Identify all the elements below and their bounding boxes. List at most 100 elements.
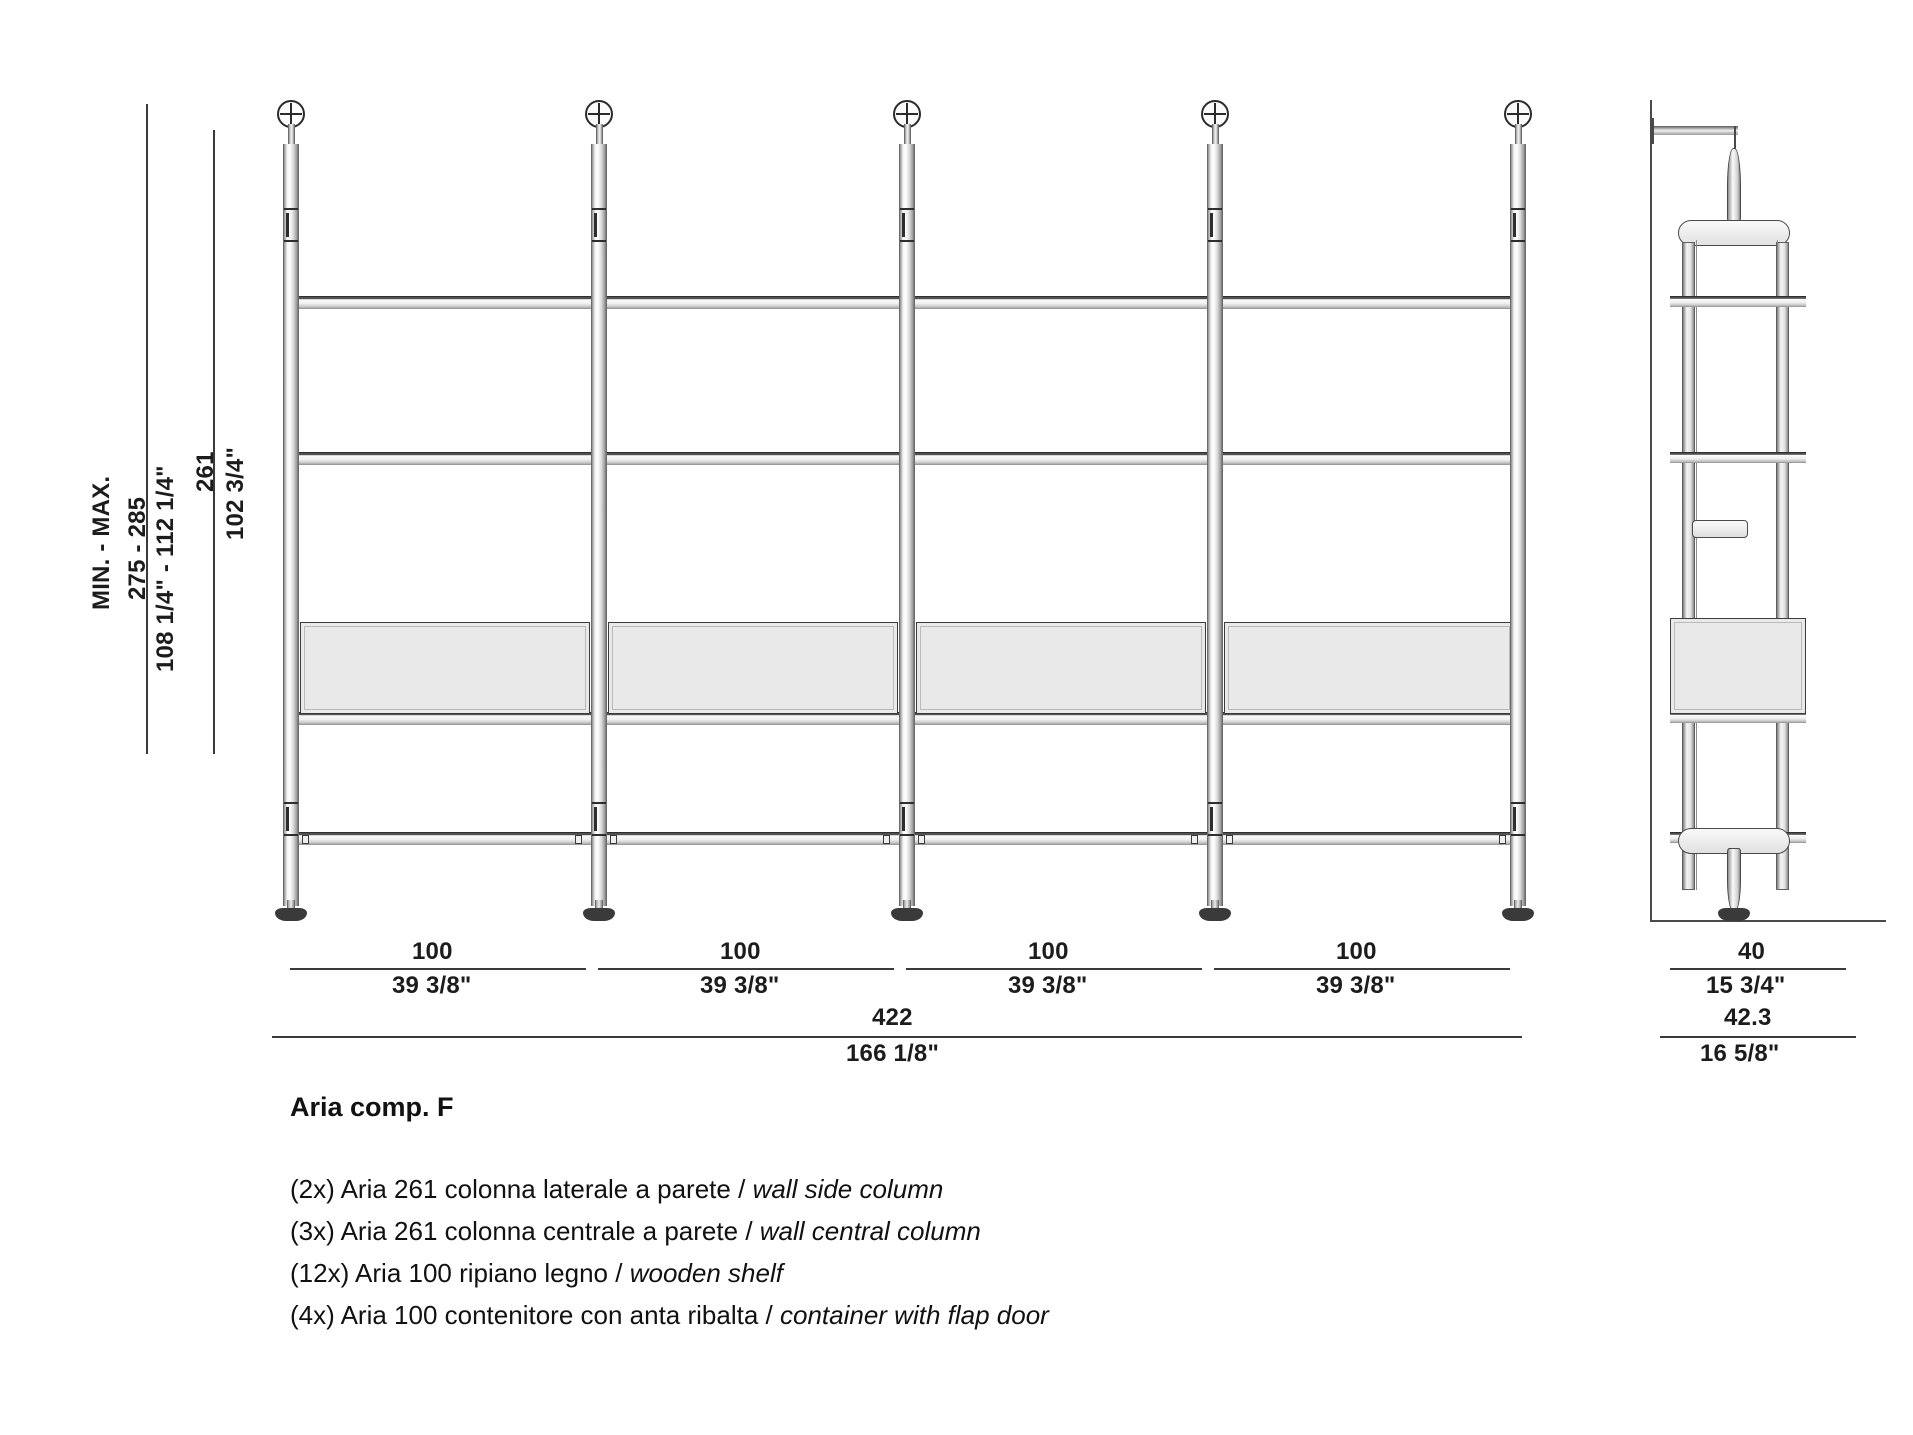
part-qty: (3x) (290, 1216, 335, 1246)
list-item: (3x) Aria 261 colonna centrale a parete … (290, 1210, 1049, 1252)
column-foot-stem (1211, 900, 1219, 910)
side-overall-depth-dimension-line (1660, 1036, 1856, 1038)
shelf-bracket (610, 835, 617, 844)
column-tube (283, 144, 299, 906)
floor-line (1650, 920, 1886, 922)
page-title: Aria comp. F (290, 1092, 454, 1122)
container-flap-door-bay-3 (916, 622, 1206, 714)
shelf-bracket (1499, 835, 1506, 844)
total-width-in: 166 1/8" (846, 1040, 940, 1067)
column-spike (1727, 148, 1741, 224)
column-joint-bottom (900, 802, 914, 836)
ceiling-bracket-drop (1734, 126, 1736, 152)
part-qty: (4x) (290, 1300, 335, 1330)
bay-dimension-line-1 (290, 968, 586, 970)
total-width-cm: 422 (872, 1004, 913, 1031)
bay-dimension-line-4 (1214, 968, 1510, 970)
column-foot-stem (287, 900, 295, 910)
dimension-line-column-height (213, 130, 215, 754)
bay-3-in: 39 3/8" (1008, 972, 1088, 999)
column-foot (583, 908, 615, 921)
part-name-en: wooden shelf (629, 1258, 783, 1288)
column-joint-top (900, 208, 914, 242)
column-joint-top (284, 208, 298, 242)
column-foot (275, 908, 307, 921)
side-shelf-depth-cm: 40 (1738, 938, 1766, 965)
side-overall-depth-cm: 42.3 (1724, 1004, 1772, 1031)
column-3-wall-central (891, 100, 923, 930)
column-4-wall-central (1199, 100, 1231, 930)
column-tube (1510, 144, 1526, 906)
part-name-it: Aria 100 ripiano legno (355, 1258, 609, 1288)
column-foot (891, 908, 923, 921)
bay-4-cm: 100 (1336, 938, 1377, 965)
column-joint-bottom (284, 802, 298, 836)
column-neck (287, 124, 295, 146)
column-joint-bottom (592, 802, 606, 836)
part-name-it: Aria 100 contenitore con anta ribalta (340, 1300, 759, 1330)
column-tube (591, 144, 607, 906)
side-elevation-view (1630, 100, 1890, 940)
part-qty: (12x) (290, 1258, 350, 1288)
column-foot (1199, 908, 1231, 921)
column-tube (899, 144, 915, 906)
column-neck (1514, 124, 1522, 146)
list-item: (12x) Aria 100 ripiano legno / wooden sh… (290, 1252, 1049, 1294)
column-joint-bottom (1511, 802, 1525, 836)
shelf-bracket (302, 835, 309, 844)
column-2-wall-central (583, 100, 615, 930)
bay-dimension-line-2 (598, 968, 894, 970)
bay-1-cm: 100 (412, 938, 453, 965)
shelf-bracket (918, 835, 925, 844)
shelf-bracket (1191, 835, 1198, 844)
part-name-en: container with flap door (780, 1300, 1049, 1330)
container-flap-door-bay-4 (1224, 622, 1514, 714)
list-item: (4x) Aria 100 contenitore con anta ribal… (290, 1294, 1049, 1336)
side-overall-depth-in: 16 5/8" (1700, 1040, 1780, 1067)
part-qty: (2x) (290, 1174, 335, 1204)
container-flap-door-bay-2 (608, 622, 898, 714)
column-5-wall-side (1502, 100, 1534, 930)
part-name-en: wall side column (752, 1174, 944, 1204)
shelf-bracket (883, 835, 890, 844)
part-name-en: wall central column (759, 1216, 981, 1246)
part-list: (2x) Aria 261 colonna laterale a parete … (290, 1168, 1049, 1336)
column-foot-stem (595, 900, 603, 910)
bay-3-cm: 100 (1028, 938, 1069, 965)
part-name-it: Aria 261 colonna centrale a parete (340, 1216, 739, 1246)
list-item: (2x) Aria 261 colonna laterale a parete … (290, 1168, 1049, 1210)
part-name-it: Aria 261 colonna laterale a parete (340, 1174, 731, 1204)
total-width-dimension-line (272, 1036, 1522, 1038)
front-elevation-view (0, 0, 1534, 980)
side-shelf-depth-dimension-line (1670, 968, 1846, 970)
side-shelf-depth-in: 15 3/4" (1706, 972, 1786, 999)
dimension-line-minmax (146, 104, 148, 754)
part-separator: / (765, 1300, 773, 1330)
cross-brace (1692, 520, 1748, 538)
wall-line (1650, 100, 1652, 922)
column-foot-stem (903, 900, 911, 910)
column-tube (1207, 144, 1223, 906)
column-joint-top (592, 208, 606, 242)
shelf-bracket (1226, 835, 1233, 844)
column-neck (1211, 124, 1219, 146)
bay-dimension-line-3 (906, 968, 1202, 970)
column-joint-top (1511, 208, 1525, 242)
ceiling-bracket-arm (1652, 126, 1738, 135)
ceiling-plate-icon (585, 100, 613, 128)
shelf-bracket (575, 835, 582, 844)
part-separator: / (615, 1258, 623, 1288)
ceiling-bracket-stub (1652, 118, 1654, 144)
bay-4-in: 39 3/8" (1316, 972, 1396, 999)
part-separator: / (745, 1216, 753, 1246)
bay-1-in: 39 3/8" (392, 972, 472, 999)
column-joint-top (1208, 208, 1222, 242)
column-neck (595, 124, 603, 146)
bay-2-cm: 100 (720, 938, 761, 965)
side-tube-front (1682, 242, 1695, 890)
column-foot-stem (1514, 900, 1522, 910)
side-shelf-row-1 (1670, 296, 1806, 307)
part-separator: / (738, 1174, 746, 1204)
column-foot (1502, 908, 1534, 921)
